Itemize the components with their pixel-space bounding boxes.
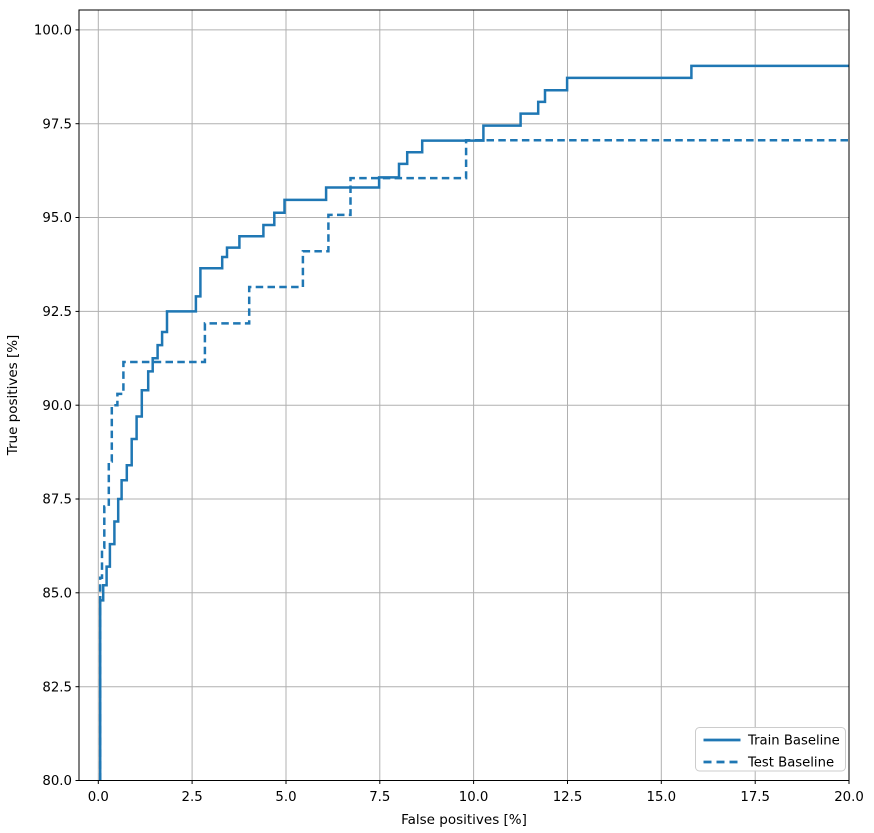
x-tick-label: 5.0 bbox=[275, 790, 296, 805]
legend-test-label: Test Baseline bbox=[747, 756, 834, 771]
y-tick-label: 100.0 bbox=[34, 24, 72, 39]
grid-lines bbox=[79, 10, 850, 781]
x-tick-label: 12.5 bbox=[553, 790, 583, 805]
y-axis-label: True positives [%] bbox=[5, 335, 21, 457]
y-tick-label: 82.5 bbox=[42, 680, 72, 695]
y-tick-label: 87.5 bbox=[42, 493, 72, 508]
x-tick-label: 15.0 bbox=[646, 790, 676, 805]
y-tick-label: 95.0 bbox=[42, 211, 72, 226]
y-tick-label: 92.5 bbox=[42, 305, 72, 320]
x-axis-ticks: 0.0 2.5 5.0 7.5 10.0 12.5 15.0 17.5 20.0 bbox=[88, 780, 864, 805]
x-axis-label: False positives [%] bbox=[401, 812, 527, 828]
legend-train-label: Train Baseline bbox=[747, 734, 840, 749]
x-tick-label: 7.5 bbox=[369, 790, 390, 805]
x-tick-label: 2.5 bbox=[182, 790, 203, 805]
y-tick-label: 85.0 bbox=[42, 587, 72, 602]
x-tick-label: 17.5 bbox=[740, 790, 770, 805]
x-tick-label: 20.0 bbox=[834, 790, 864, 805]
y-tick-label: 80.0 bbox=[42, 774, 72, 789]
train-baseline-line bbox=[98, 64, 849, 781]
plot-border bbox=[78, 9, 850, 781]
x-tick-label: 10.0 bbox=[459, 790, 489, 805]
y-axis-ticks: 80.0 82.5 85.0 87.5 90.0 92.5 95.0 97.5 100.0 bbox=[34, 24, 79, 789]
legend-box bbox=[695, 727, 846, 772]
y-tick-label: 97.5 bbox=[42, 117, 72, 132]
legend: Train Baseline Test Baseline bbox=[695, 727, 846, 772]
y-tick-label: 90.0 bbox=[42, 399, 72, 414]
test-baseline-line bbox=[98, 138, 849, 781]
x-tick-label: 0.0 bbox=[88, 790, 109, 805]
